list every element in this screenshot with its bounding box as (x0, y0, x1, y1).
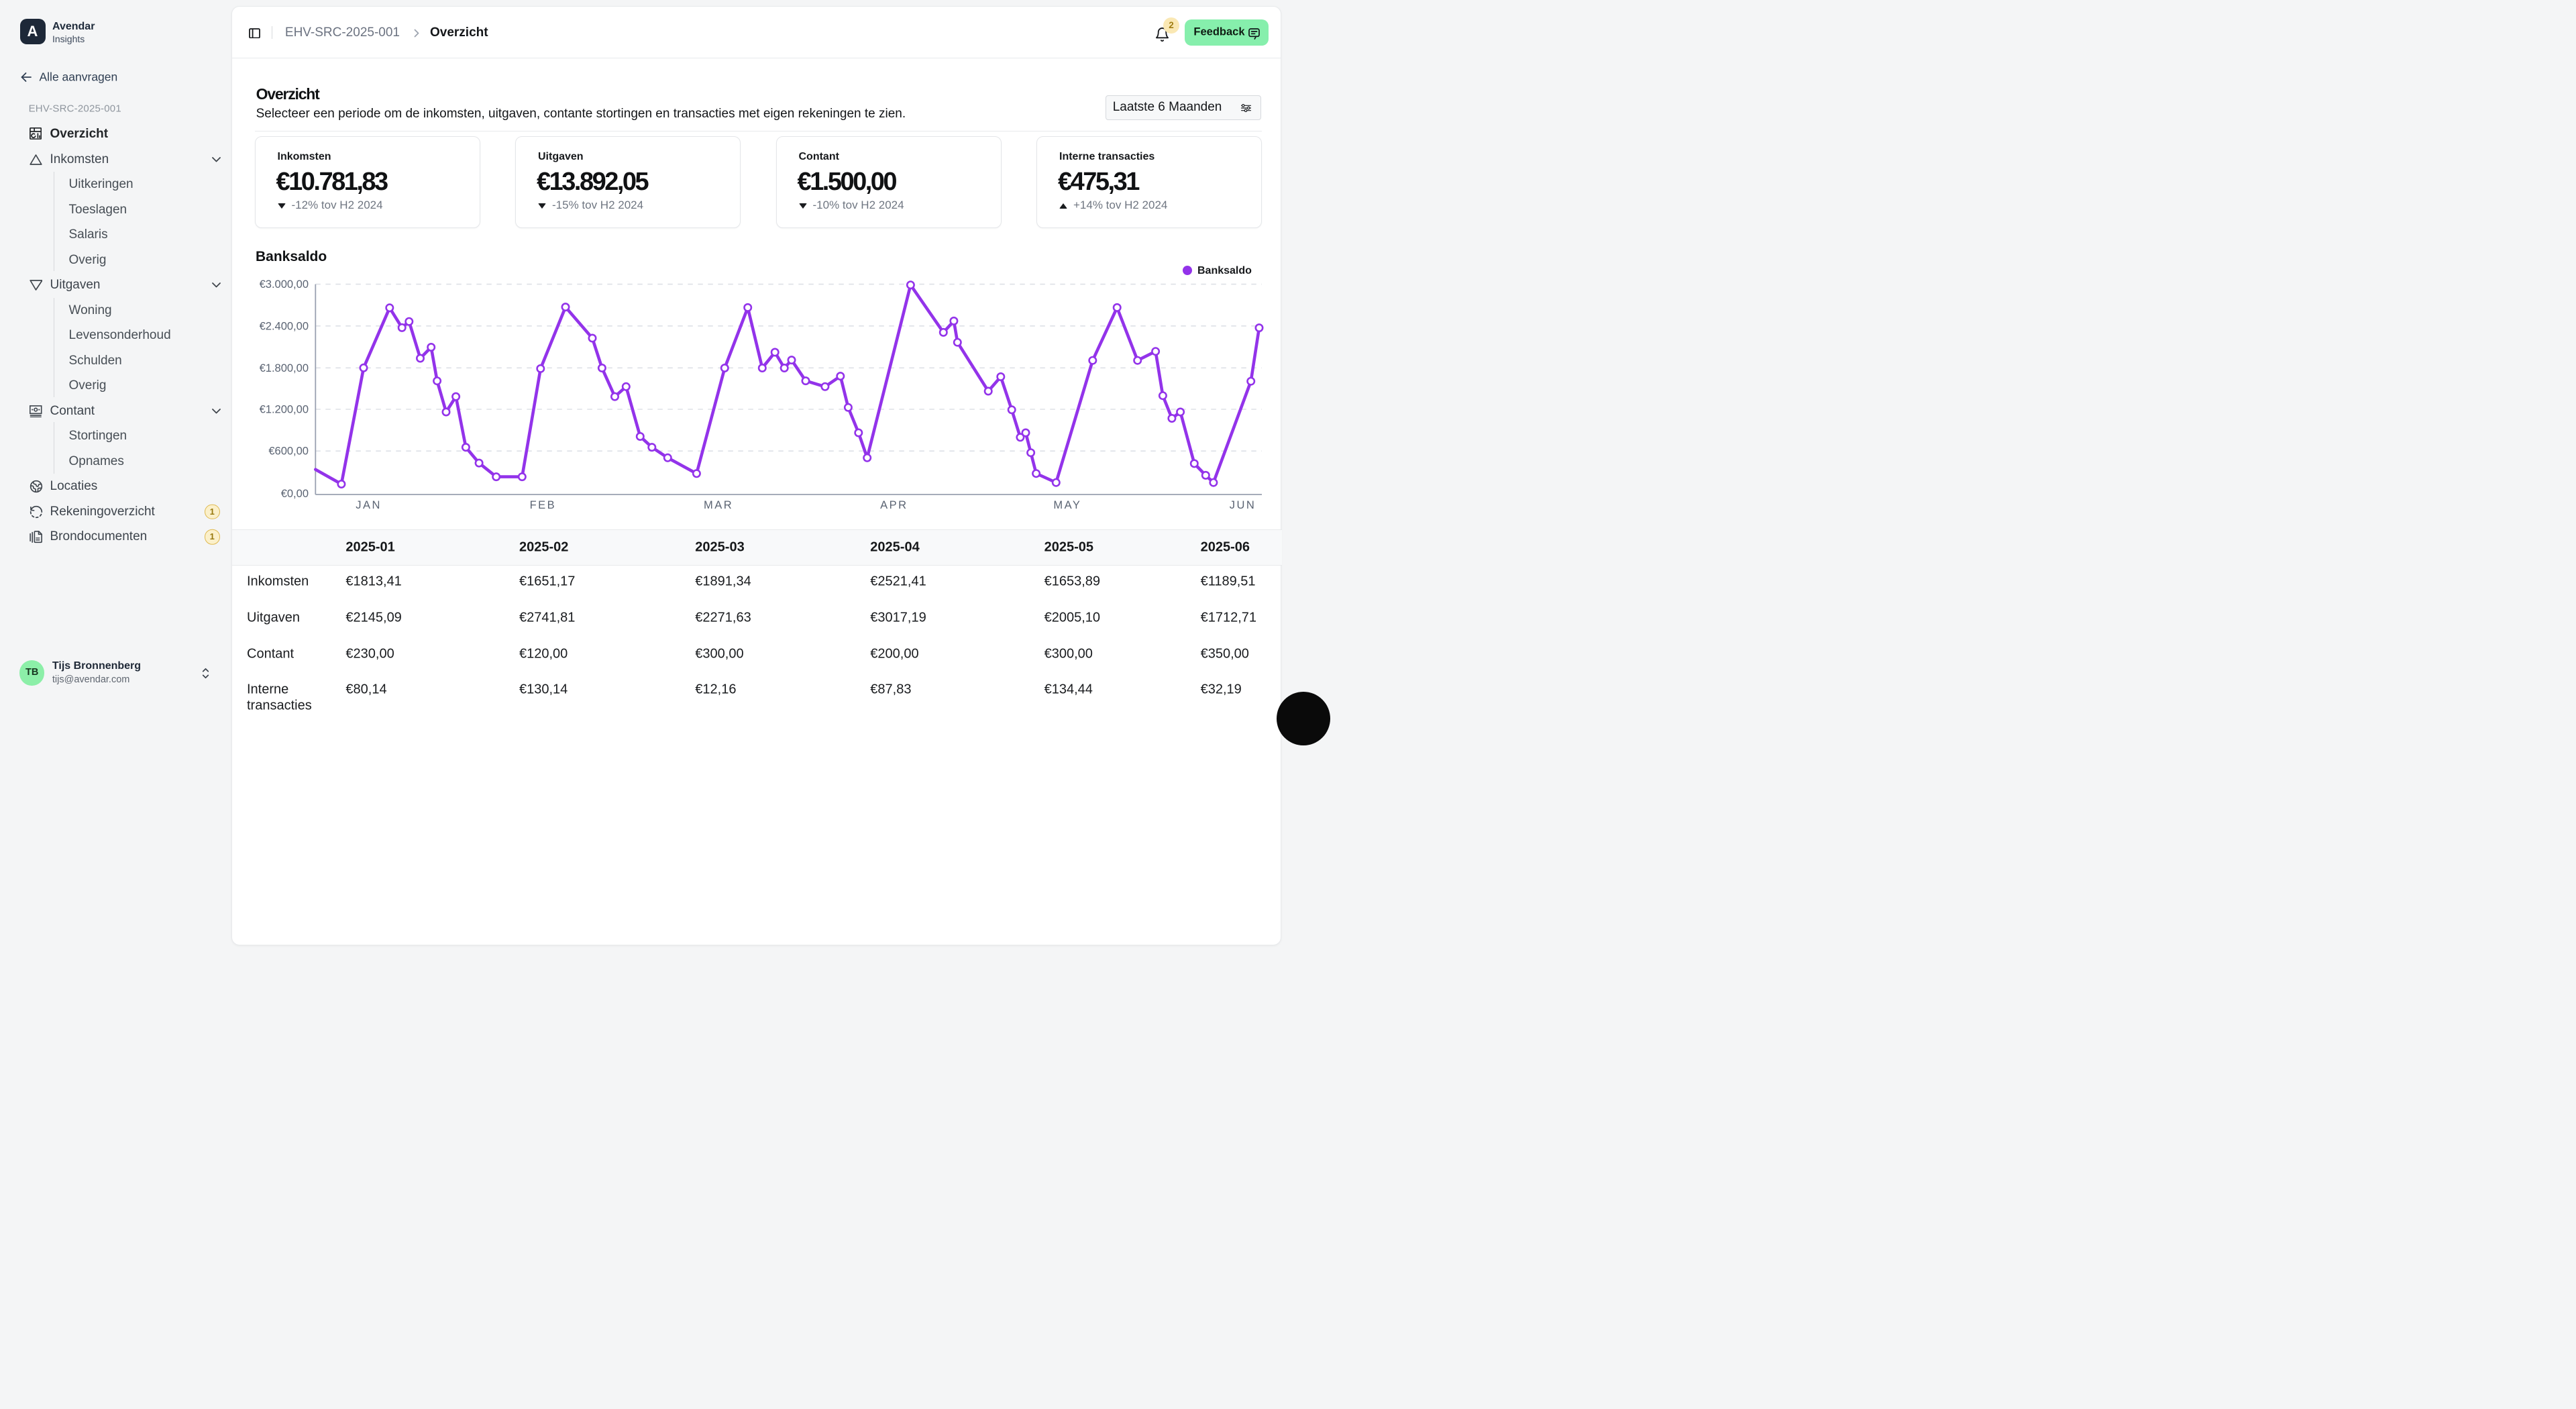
svg-text:€0,00: €0,00 (281, 488, 309, 500)
svg-text:FEB: FEB (530, 499, 557, 511)
svg-text:MAY: MAY (1053, 499, 1081, 511)
svg-text:MAR: MAR (704, 499, 733, 511)
svg-text:€3.000,00: €3.000,00 (260, 278, 309, 291)
svg-text:APR: APR (880, 499, 908, 511)
svg-text:JAN: JAN (356, 499, 382, 511)
svg-text:€600,00: €600,00 (268, 446, 309, 458)
svg-text:€2.400,00: €2.400,00 (260, 320, 309, 332)
svg-text:JUN: JUN (1230, 499, 1256, 511)
svg-text:€1.200,00: €1.200,00 (260, 404, 309, 416)
svg-text:€1.800,00: €1.800,00 (260, 362, 309, 374)
